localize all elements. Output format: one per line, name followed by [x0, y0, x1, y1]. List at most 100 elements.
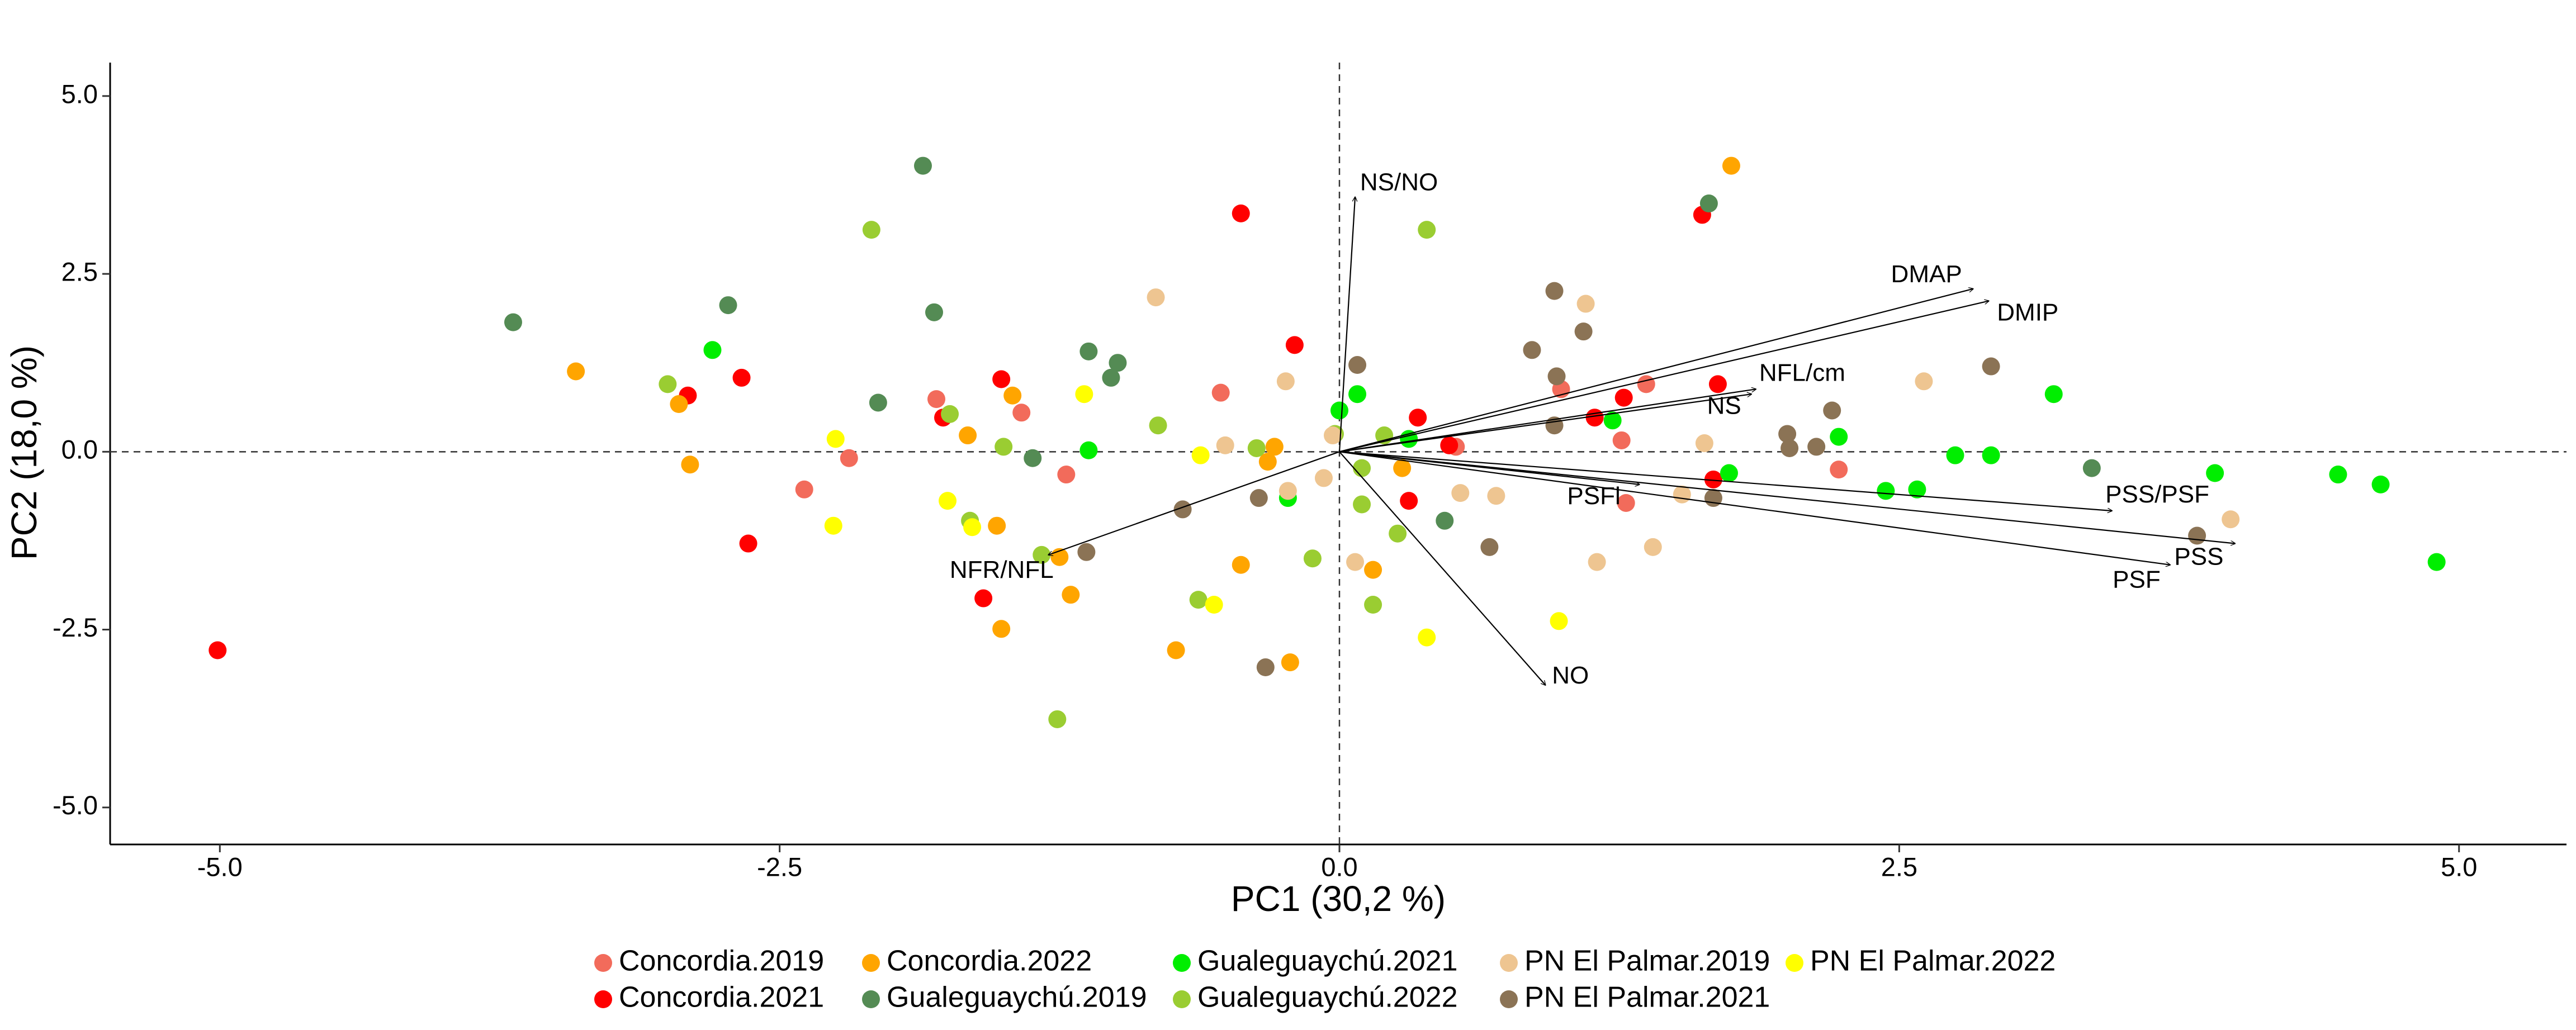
point: [1644, 538, 1662, 556]
point: [1695, 434, 1713, 453]
point: [862, 221, 880, 239]
loading-label: NS: [1707, 392, 1741, 419]
point: [1418, 628, 1436, 647]
legend-marker: [1173, 990, 1191, 1008]
point: [1877, 482, 1895, 500]
loading-arrow: [1339, 451, 2112, 511]
point: [1487, 487, 1505, 505]
point: [1823, 401, 1841, 420]
legend-marker: [1173, 954, 1191, 972]
point: [826, 430, 845, 448]
point: [988, 516, 1006, 535]
loading-arrow: [1339, 451, 1546, 685]
point: [1547, 367, 1566, 386]
point: [1149, 416, 1167, 435]
point: [1249, 489, 1268, 507]
legend-marker: [1500, 990, 1518, 1008]
point: [1077, 543, 1096, 561]
point: [1189, 591, 1208, 609]
point: [732, 368, 751, 387]
point: [1830, 428, 1848, 446]
point: [567, 362, 585, 381]
point: [1550, 612, 1568, 630]
legend-marker: [1786, 954, 1803, 972]
point: [1173, 500, 1192, 519]
y-axis-title: PC2 (18,0 %): [4, 345, 44, 560]
point: [2082, 459, 2101, 477]
loading-label: DMAP: [1891, 260, 1962, 288]
loading-arrow: [1339, 451, 2170, 564]
point: [1545, 282, 1564, 300]
point: [795, 480, 813, 499]
legend-label: Concordia.2022: [887, 945, 1092, 977]
point: [1256, 658, 1275, 677]
legend-label: PN El Palmar.2019: [1524, 945, 1770, 977]
legend-label: Concordia.2019: [619, 945, 824, 977]
point: [1057, 466, 1076, 484]
loading-arrow: [1339, 451, 2235, 543]
point: [1588, 553, 1606, 571]
point: [1364, 561, 1382, 579]
point: [2427, 553, 2446, 571]
point: [1946, 446, 1964, 464]
loading-label: PSS/PSF: [2105, 481, 2209, 508]
point: [1409, 409, 1427, 427]
point: [1908, 480, 1926, 499]
point: [959, 426, 977, 445]
loading-arrow: [1339, 301, 1989, 453]
point: [1075, 385, 1093, 404]
point: [1574, 322, 1593, 341]
point: [1364, 596, 1382, 614]
point: [1285, 336, 1304, 354]
point: [1278, 482, 1297, 500]
point: [739, 534, 757, 553]
point: [992, 620, 1011, 638]
point: [1024, 449, 1042, 467]
point: [1617, 493, 1635, 512]
legend-label: PN El Palmar.2022: [1810, 945, 2056, 977]
point: [1720, 464, 1738, 482]
point: [1436, 511, 1454, 530]
point: [927, 390, 946, 409]
point: [1440, 436, 1459, 454]
point: [1778, 425, 1797, 443]
point: [1323, 426, 1342, 445]
point: [2222, 510, 2240, 529]
point: [703, 341, 722, 359]
point: [1418, 221, 1436, 239]
x-tick-label: 5.0: [2441, 852, 2477, 881]
x-axis-title: PC1 (30,2 %): [1231, 879, 1446, 919]
point: [1389, 524, 1407, 543]
point: [1830, 461, 1848, 479]
legend-marker: [594, 990, 612, 1008]
point: [1400, 492, 1418, 510]
point: [1612, 431, 1631, 449]
loading-label: DMIP: [1997, 299, 2058, 326]
point: [1258, 453, 1277, 471]
point: [1576, 295, 1595, 313]
point: [681, 455, 699, 474]
point: [1353, 459, 1371, 477]
legend-marker: [1500, 954, 1518, 972]
point: [1276, 372, 1295, 391]
point: [1982, 357, 2000, 376]
point: [1216, 436, 1234, 454]
legend-label: Gualeguaychú.2021: [1197, 945, 1458, 977]
point: [913, 156, 932, 175]
point: [995, 438, 1013, 456]
legend-marker: [862, 990, 880, 1008]
point: [2206, 464, 2224, 482]
point: [941, 405, 959, 423]
point: [1585, 409, 1604, 427]
point: [1348, 385, 1367, 404]
loading-arrow: [1339, 289, 1973, 453]
loading-arrow: [1339, 389, 1756, 453]
point: [670, 395, 688, 414]
point: [1079, 441, 1098, 459]
point: [1704, 489, 1722, 507]
point: [1314, 469, 1333, 487]
point: [1303, 549, 1322, 568]
point: [1191, 446, 1210, 464]
loading-label: PSS: [2174, 543, 2223, 571]
